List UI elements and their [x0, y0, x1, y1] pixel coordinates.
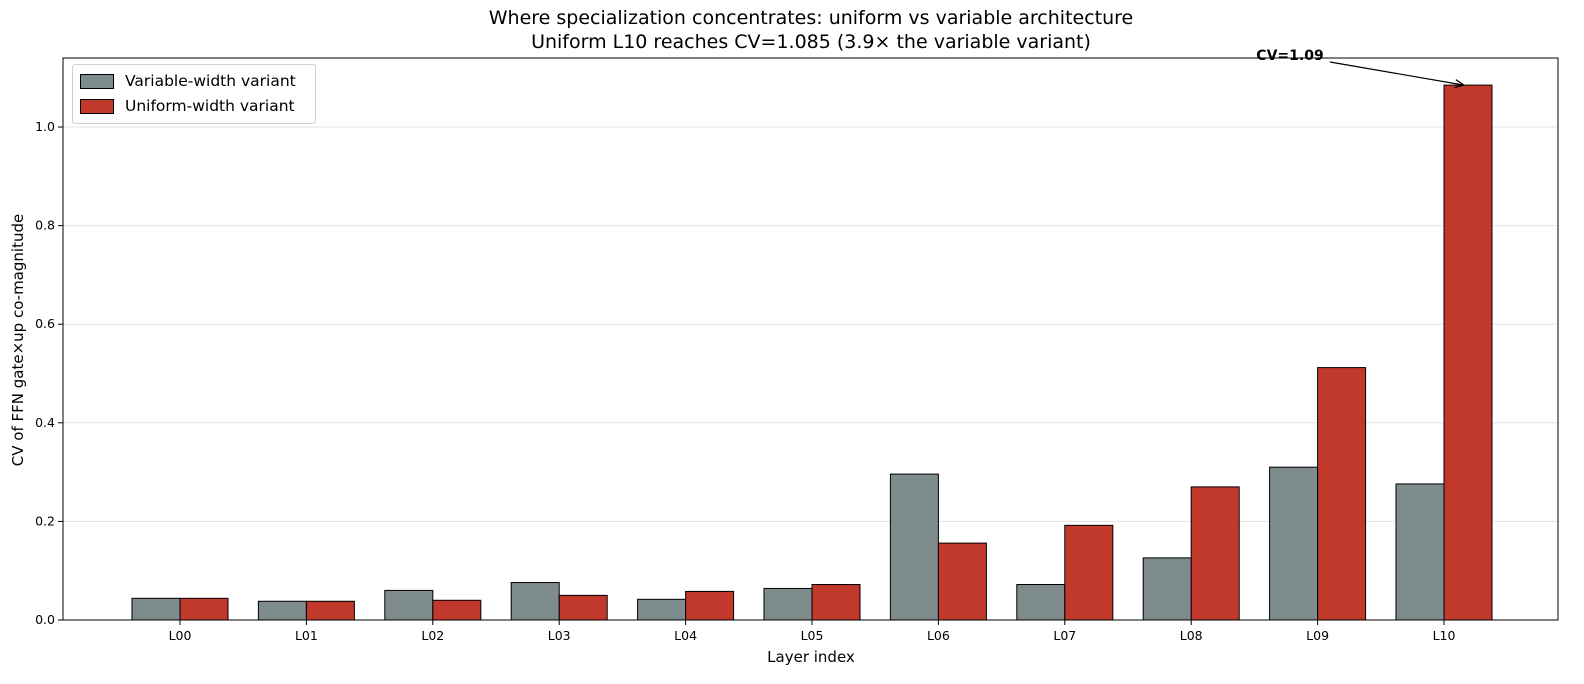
legend-item-uniform: Uniform-width variant — [80, 97, 295, 115]
bar-variable-L02 — [384, 589, 434, 621]
bar-variable-L06 — [889, 473, 939, 621]
bar-variable-L05 — [763, 587, 813, 621]
bar-uniform-L03 — [558, 594, 608, 621]
bar-uniform-L09 — [1317, 367, 1367, 621]
bar-uniform-L01 — [305, 600, 355, 621]
bar-variable-L03 — [510, 582, 560, 621]
bar-uniform-L00 — [179, 597, 229, 621]
bar-uniform-L10 — [1443, 84, 1493, 621]
y-tick-label: 0.2 — [35, 513, 55, 528]
x-tick-label: L05 — [801, 628, 824, 643]
x-tick-label: L06 — [927, 628, 950, 643]
chart-title: Where specialization concentrates: unifo… — [488, 7, 1134, 29]
annotation-arrow-head — [1454, 79, 1466, 89]
annotation-label: CV=1.09 — [1256, 48, 1323, 64]
bar-variable-L09 — [1269, 466, 1319, 621]
legend-label-variable: Variable-width variant — [125, 72, 296, 90]
y-tick-label: 0.4 — [35, 415, 55, 430]
bar-variable-L08 — [1142, 557, 1192, 621]
y-tick-label: 0.6 — [35, 316, 55, 331]
x-tick-label: L03 — [548, 628, 571, 643]
y-tick-label: 0.8 — [35, 218, 55, 233]
y-axis-label: CV of FFN gate×up co-magnitude — [9, 213, 27, 467]
bar-uniform-L06 — [937, 542, 987, 621]
bar-variable-L10 — [1395, 483, 1445, 621]
legend: Variable-width variant Uniform-width var… — [72, 64, 316, 124]
x-tick-label: L09 — [1306, 628, 1329, 643]
bar-uniform-L07 — [1064, 524, 1114, 621]
x-tick-label: L07 — [1053, 628, 1076, 643]
chart-subtitle: Uniform L10 reaches CV=1.085 (3.9× the v… — [531, 31, 1091, 53]
bar-variable-L04 — [637, 598, 687, 621]
x-tick-label: L10 — [1433, 628, 1456, 643]
y-tick-label: 1.0 — [35, 119, 55, 134]
legend-item-variable: Variable-width variant — [80, 72, 296, 90]
bar-uniform-L04 — [685, 590, 735, 621]
bar-uniform-L05 — [811, 584, 861, 621]
plot-frame — [62, 57, 1559, 621]
x-axis-label: Layer index — [767, 648, 855, 666]
bar-variable-L00 — [131, 597, 181, 621]
x-tick-label: L00 — [169, 628, 192, 643]
x-tick-label: L08 — [1180, 628, 1203, 643]
x-tick-label: L01 — [295, 628, 318, 643]
legend-swatch-variable — [80, 73, 114, 89]
bar-variable-L01 — [257, 600, 307, 621]
x-tick-label: L04 — [674, 628, 697, 643]
legend-swatch-uniform — [80, 98, 114, 114]
annotation-arrow-line — [1329, 61, 1465, 86]
bar-variable-L07 — [1016, 584, 1066, 621]
y-tick-label: 0.0 — [35, 612, 55, 627]
x-tick-label: L02 — [421, 628, 444, 643]
legend-label-uniform: Uniform-width variant — [125, 97, 295, 115]
bar-uniform-L02 — [432, 599, 482, 621]
bar-uniform-L08 — [1190, 486, 1240, 621]
